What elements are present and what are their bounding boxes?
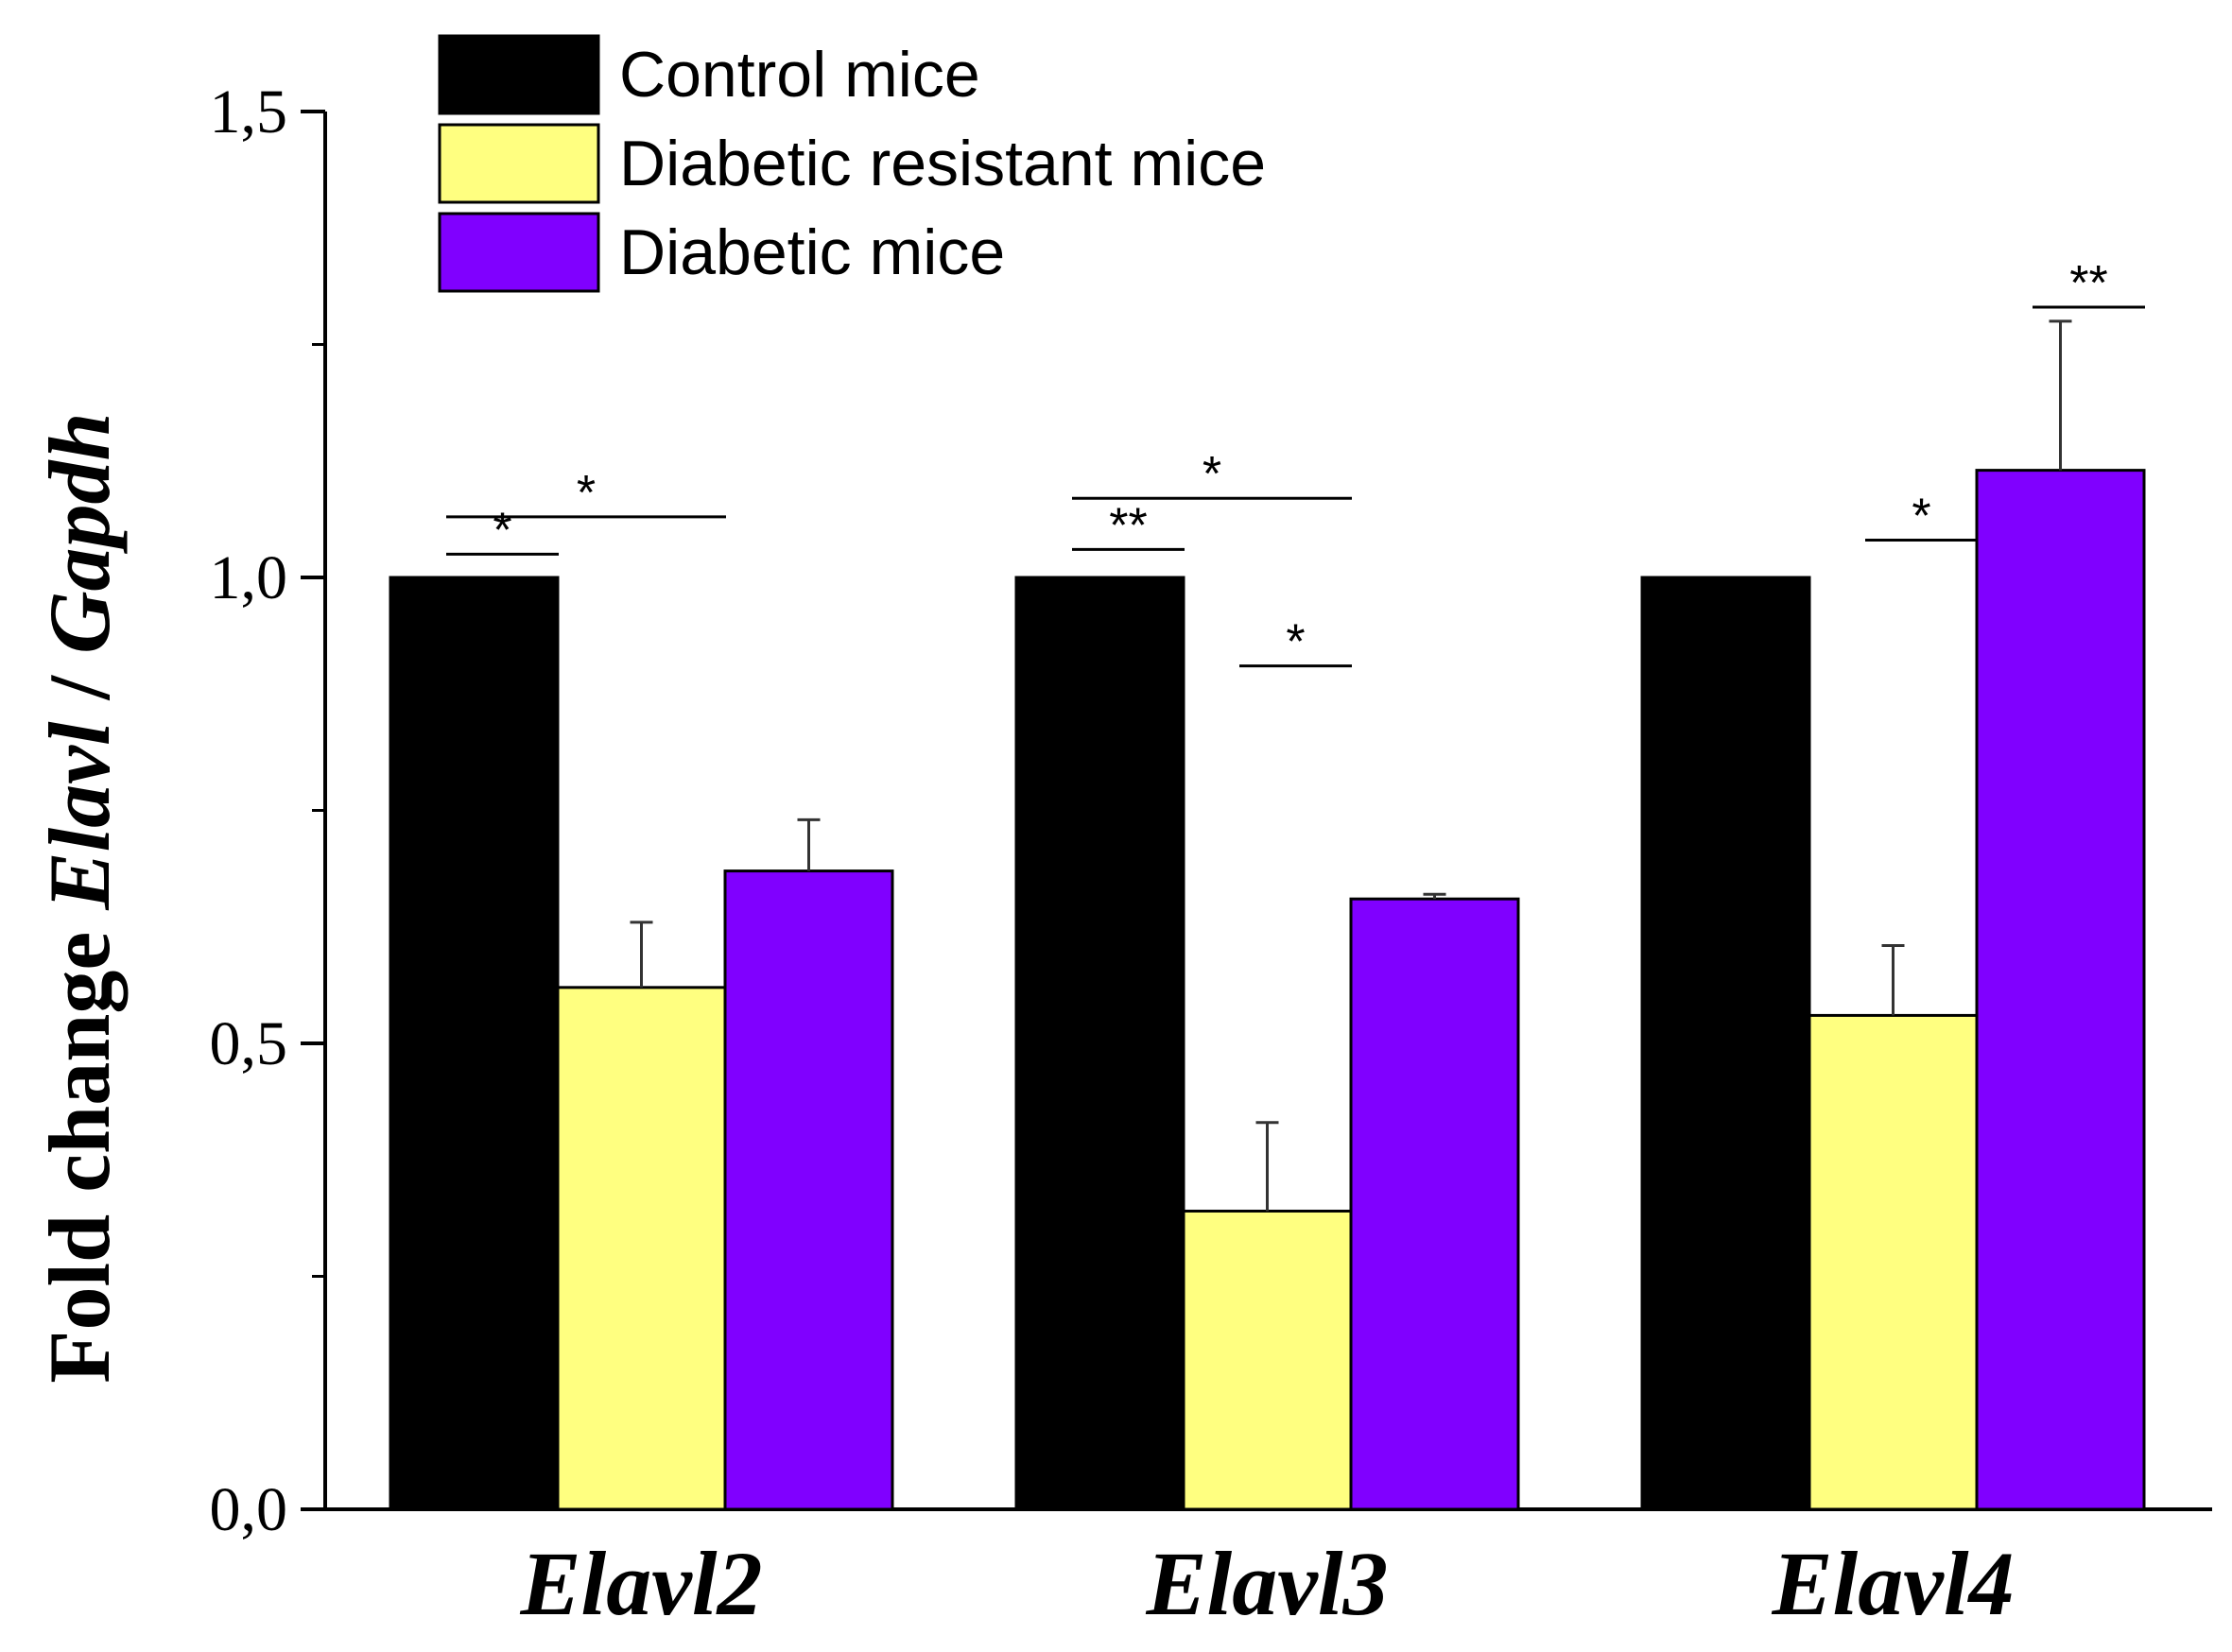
- legend: Control mice Diabetic resistant mice Diabe…: [438, 34, 1266, 293]
- bar: [1975, 469, 2146, 1511]
- bar: [1808, 1013, 1979, 1511]
- significance-label: *: [493, 503, 511, 558]
- bar: [1640, 576, 1811, 1511]
- legend-label: Control mice: [619, 39, 980, 111]
- x-category-label: Elavl2: [520, 1533, 763, 1634]
- significance-label: *: [577, 466, 596, 521]
- bar: [556, 986, 727, 1511]
- y-tick-label: 1,0: [210, 543, 288, 612]
- bar: [1182, 1209, 1353, 1511]
- bars: [389, 469, 2146, 1511]
- legend-swatch: [438, 212, 600, 293]
- bar: [723, 869, 894, 1511]
- legend-swatch: [438, 34, 600, 115]
- y-axis-label-reference: Gapdh: [31, 412, 128, 654]
- significance-label: *: [1286, 615, 1305, 670]
- bar: [389, 576, 560, 1511]
- legend-label: Diabetic resistant mice: [619, 128, 1266, 199]
- y-axis-label: Fold change Elavl / Gapdh: [31, 412, 128, 1383]
- y-tick-label: 1,5: [210, 77, 288, 146]
- significance-markers: *********: [446, 256, 2145, 670]
- y-axis-label-separator: /: [31, 654, 128, 722]
- bar: [1349, 897, 1520, 1511]
- significance-label: *: [1203, 447, 1221, 502]
- y-axis-label-prefix: Fold change: [31, 910, 128, 1384]
- x-axis-labels: Elavl2 Elavl3 Elavl4: [520, 1533, 2015, 1634]
- bar: [1014, 576, 1185, 1511]
- y-tick-label: 0,5: [210, 1009, 288, 1078]
- significance-label: **: [2069, 256, 2107, 311]
- y-tick-label: 0,0: [210, 1475, 288, 1544]
- significance-label: *: [1912, 490, 1930, 544]
- x-category-label: Elavl4: [1772, 1533, 2015, 1634]
- legend-swatch: [438, 123, 600, 204]
- legend-label: Diabetic mice: [619, 216, 1005, 288]
- x-category-label: Elavl3: [1146, 1533, 1389, 1634]
- significance-label: **: [1109, 498, 1147, 553]
- error-bars: [630, 319, 2072, 1212]
- y-axis-label-gene: Elavl: [31, 721, 128, 911]
